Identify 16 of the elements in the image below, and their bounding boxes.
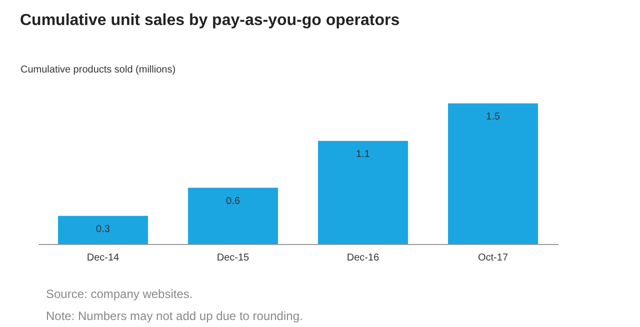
bar — [448, 103, 538, 244]
x-tick-label: Dec-15 — [216, 252, 250, 264]
data-label: 1.1 — [356, 148, 370, 160]
y-axis-title: Cumulative products sold (millions) — [20, 64, 176, 76]
bar — [188, 188, 278, 244]
data-label: 0.3 — [96, 224, 110, 235]
x-tick-label: Dec-16 — [346, 252, 380, 264]
chart-title: Cumulative unit sales by pay-as-you-go operators — [20, 12, 400, 29]
text: Note: Numbers may not add up due to rounding. — [46, 309, 303, 323]
data-label: 0.6 — [226, 196, 240, 207]
bar — [318, 140, 408, 244]
source-note: Source: company websites. — [46, 287, 193, 301]
x-tick-label: Oct-17 — [478, 252, 508, 264]
data-label: 1.5 — [486, 111, 500, 122]
x-tick-label: Dec-14 — [86, 252, 120, 264]
bar — [58, 216, 148, 244]
